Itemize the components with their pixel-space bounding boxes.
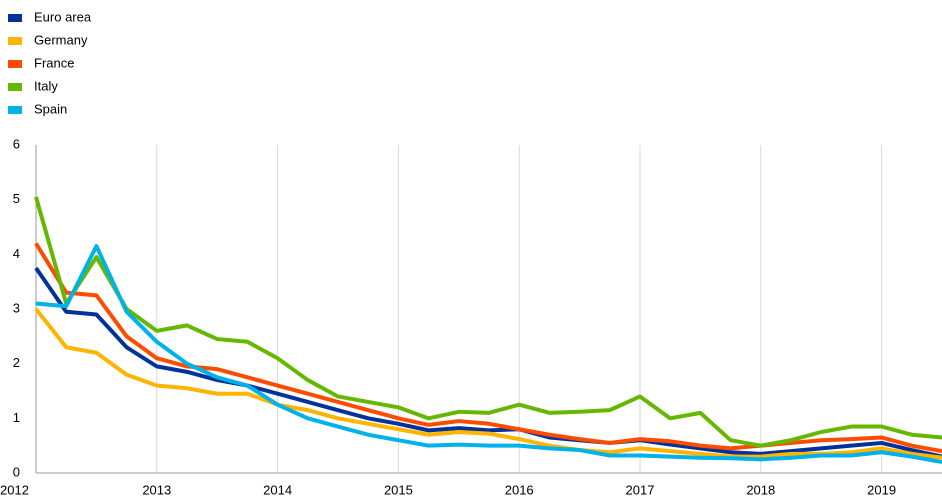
legend-swatch — [8, 60, 22, 68]
legend-label: Italy — [34, 78, 58, 93]
y-tick-label: 3 — [13, 300, 20, 315]
y-tick-label: 0 — [13, 464, 20, 479]
series-line — [35, 244, 942, 465]
legend-swatch — [8, 83, 22, 91]
y-tick-label: 4 — [13, 246, 20, 261]
series-line — [34, 266, 942, 459]
x-tick-label: 2016 — [505, 482, 534, 497]
x-tick-label: 2015 — [384, 482, 413, 497]
x-tick-label: 2013 — [142, 482, 171, 497]
y-tick-label: 2 — [13, 355, 20, 370]
series-line — [34, 196, 942, 448]
legend-swatch — [8, 106, 22, 114]
y-tick-label: 1 — [13, 410, 20, 425]
x-tick-label: 2019 — [867, 482, 896, 497]
series-line — [34, 242, 942, 454]
series-line — [34, 307, 942, 460]
x-tick-label: 2017 — [626, 482, 655, 497]
legend-label: France — [34, 55, 74, 70]
legend-swatch — [8, 14, 22, 22]
legend-swatch — [8, 37, 22, 45]
x-tick-label: 2014 — [263, 482, 292, 497]
x-tick-label: 2018 — [746, 482, 775, 497]
legend-label: Germany — [34, 32, 88, 47]
legend-label: Spain — [34, 101, 67, 116]
legend-label: Euro area — [34, 9, 92, 24]
y-tick-label: 6 — [13, 136, 20, 151]
x-tick-label: 2012 — [0, 482, 29, 497]
y-tick-label: 5 — [13, 191, 20, 206]
